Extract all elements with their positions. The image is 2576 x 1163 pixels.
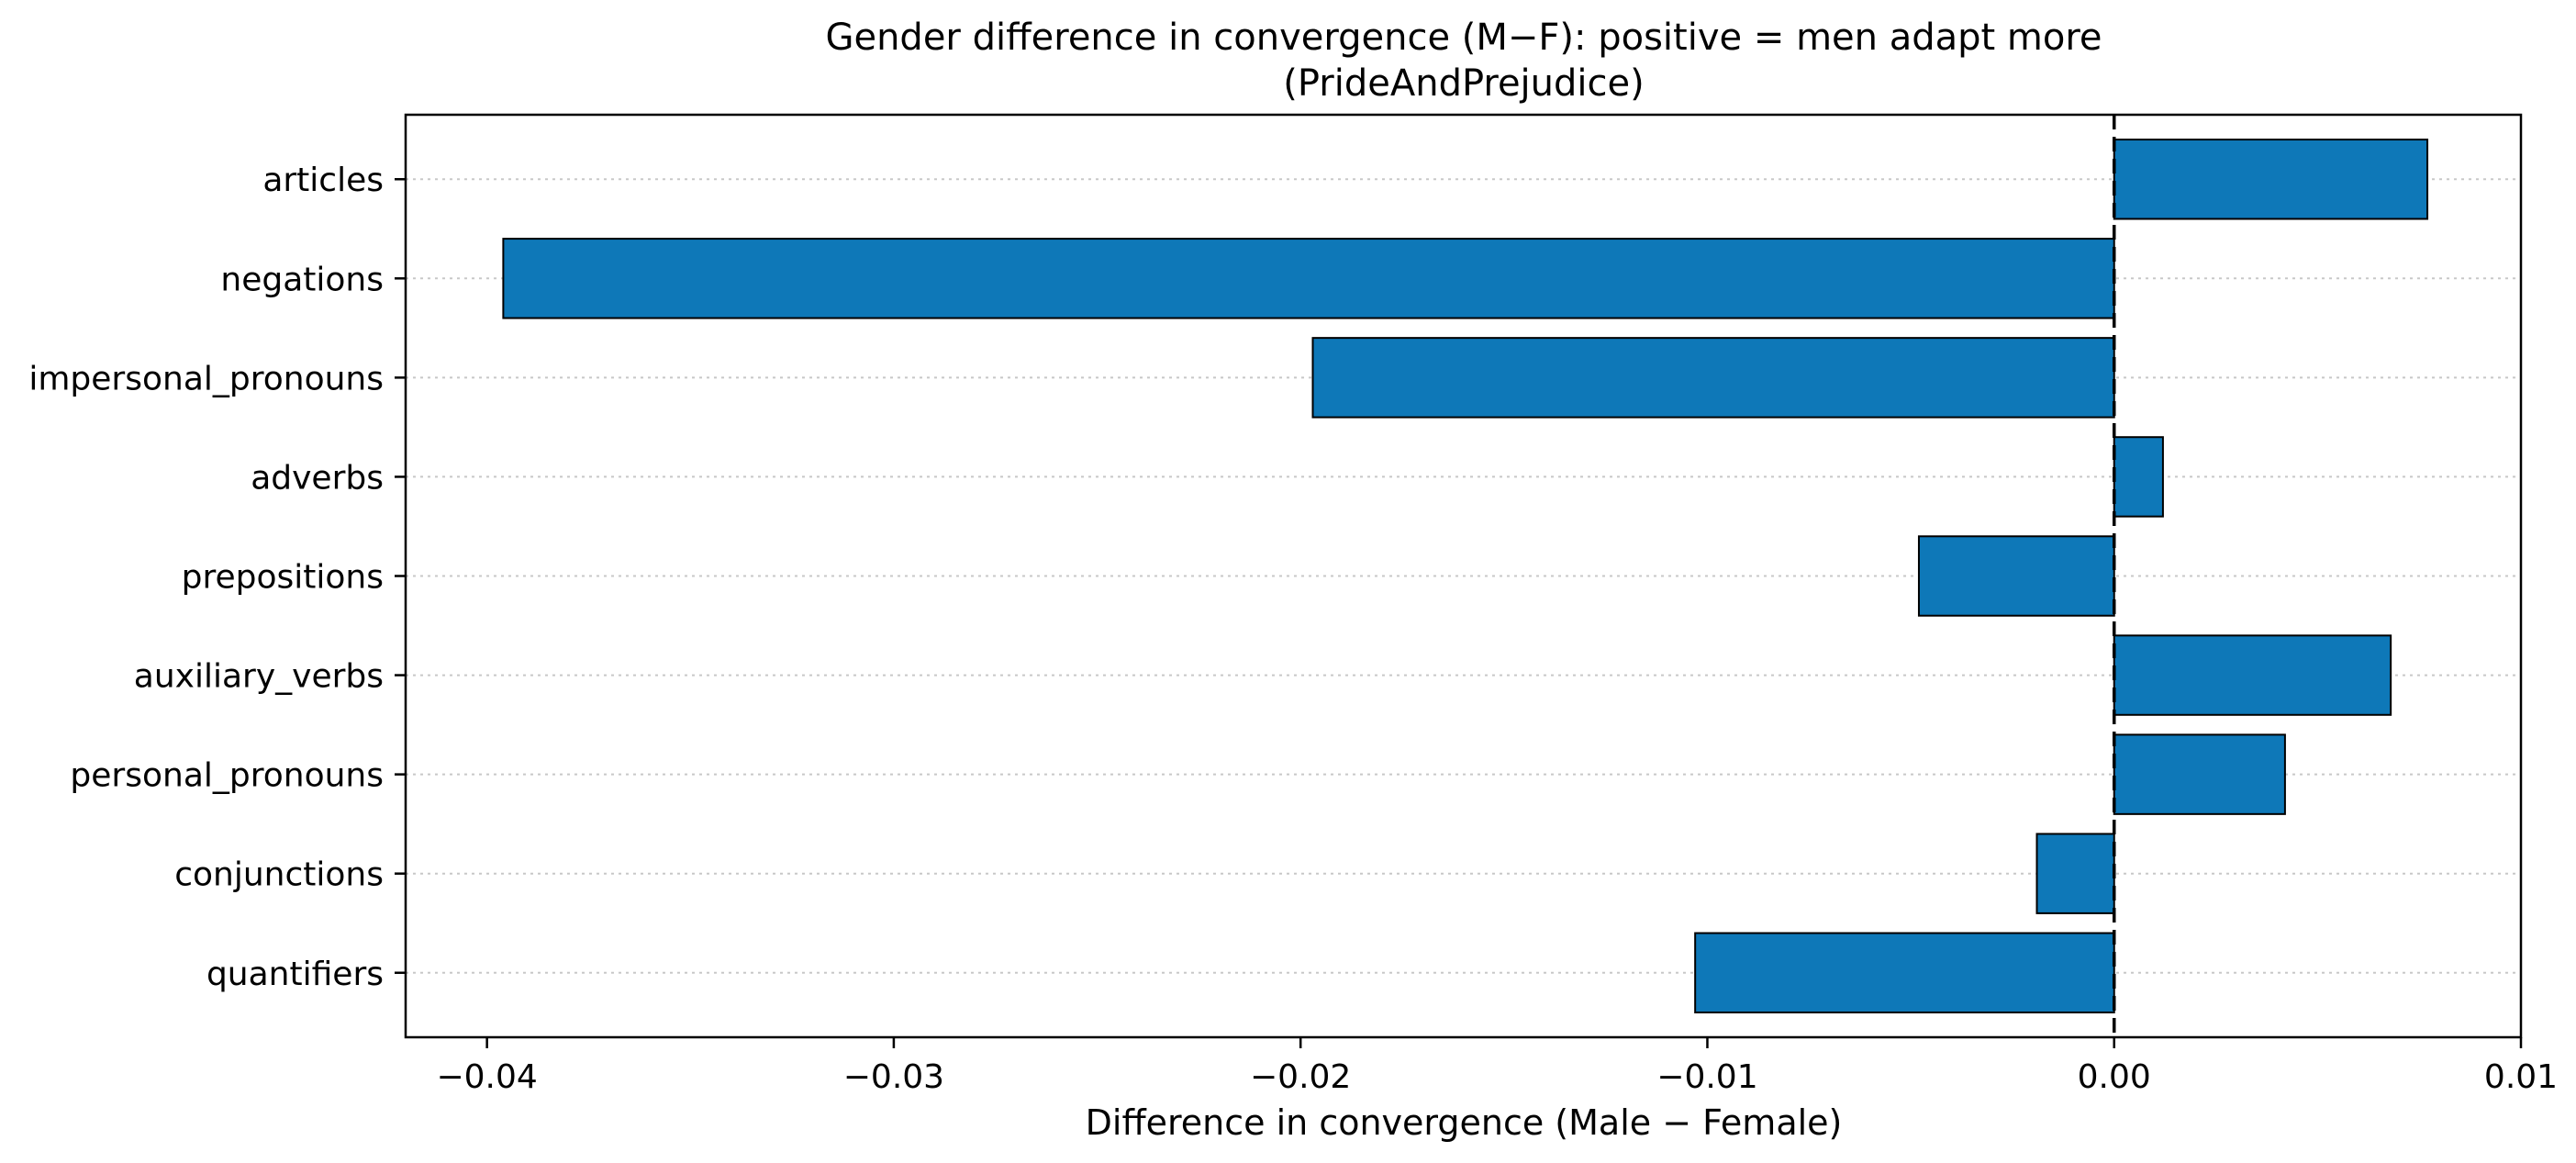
bar-articles (2113, 139, 2429, 220)
chart-title: Gender difference in convergence (M−F): … (825, 17, 2102, 59)
x-tick-label: 0.00 (2078, 1058, 2151, 1096)
bar-conjunctions (2035, 833, 2115, 914)
chart-subtitle: (PrideAndPrejudice) (1283, 62, 1644, 105)
x-tick-label: −0.04 (436, 1058, 537, 1096)
x-tick-label: 0.01 (2484, 1058, 2558, 1096)
y-tick-label: articles (262, 162, 384, 199)
y-tick-label: negations (220, 261, 384, 298)
x-axis-label: Difference in convergence (Male − Female… (1086, 1102, 1843, 1143)
y-tick-label: impersonal_pronouns (28, 360, 384, 397)
bar-adverbs (2113, 436, 2164, 518)
bars (502, 139, 2429, 1013)
x-tick-label: −0.02 (1250, 1058, 1351, 1096)
bar-auxiliary_verbs (2113, 634, 2392, 716)
x-tick-label: −0.01 (1656, 1058, 1757, 1096)
bar-impersonal_pronouns (1311, 337, 2115, 419)
y-tick-label: quantifiers (206, 956, 384, 993)
y-tick-label: personal_pronouns (70, 757, 384, 795)
axis-ticks: articles negations impersonal_pronounsadve… (28, 162, 2558, 1096)
bar-negations (502, 238, 2115, 319)
y-tick-label: conjunctions (174, 856, 384, 894)
bar-personal_pronouns (2113, 733, 2286, 815)
y-tick-label: adverbs (251, 459, 384, 497)
y-tick-label: prepositions (182, 559, 384, 597)
x-tick-label: −0.03 (843, 1058, 944, 1096)
y-tick-label: auxiliary_verbs (134, 658, 384, 696)
bar-prepositions (1917, 535, 2115, 617)
bar-quantifiers (1694, 932, 2115, 1013)
